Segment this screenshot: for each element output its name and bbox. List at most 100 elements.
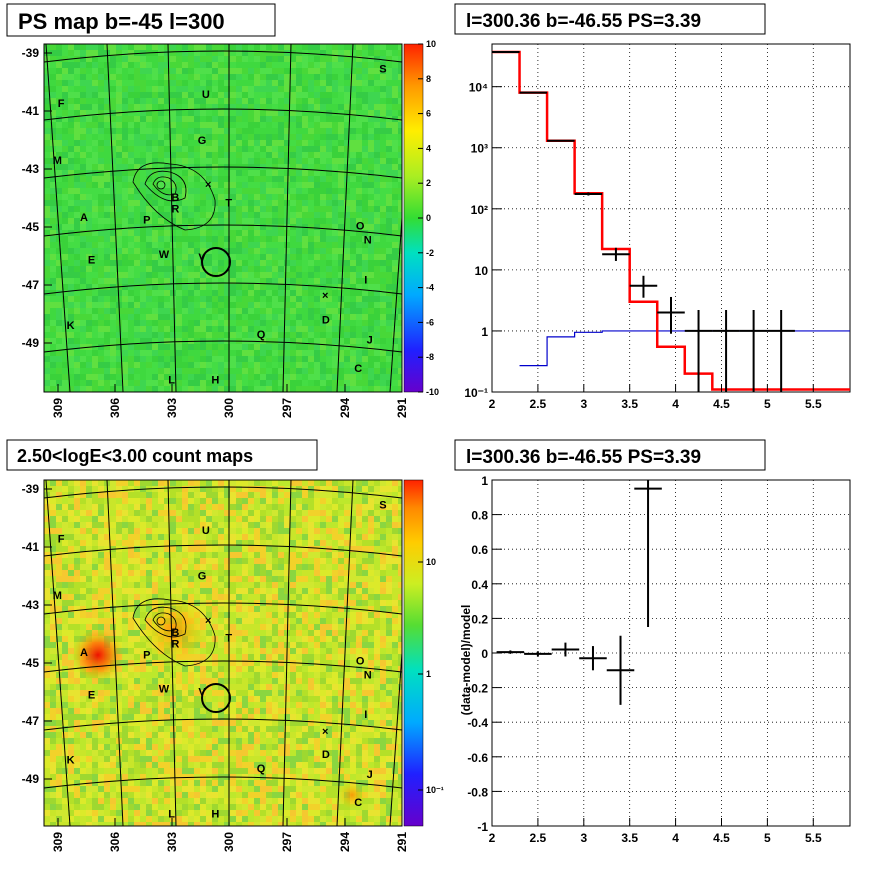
spectrum-data-point [519, 91, 548, 94]
source-label-q: Q [257, 763, 266, 775]
source-label-h: H [211, 374, 219, 386]
count-map-y-ticks: -39 -41 -43 -45 -47 -49 [22, 482, 52, 786]
x-tick-label: 291 [395, 832, 409, 852]
x-tick-label: 4 [672, 397, 679, 411]
x-tick-label: 3.5 [621, 831, 638, 845]
residual-data-point [634, 480, 662, 628]
source-label-r: R [171, 638, 179, 650]
residual-title: l=300.36 b=-46.55 PS=3.39 [466, 447, 701, 468]
source-label-l: L [168, 808, 175, 820]
y-tick-label: -0.8 [467, 785, 488, 799]
colorbar-tick-label: 10 [426, 557, 436, 567]
y-tick-label: -1 [477, 820, 488, 834]
spectrum-x-ticks: 2 2.5 3 3.5 4 4.5 5 5.5 [489, 384, 822, 411]
colorbar-tick-label: -8 [426, 352, 434, 362]
spectrum-data-point [629, 275, 658, 298]
spectrum-title-box: l=300.36 b=-46.55 PS=3.39 [454, 3, 766, 35]
source-label-r: R [171, 203, 179, 215]
residual-data-point [496, 650, 525, 654]
x-tick-label: 294 [338, 832, 352, 852]
source-label-l: L [168, 374, 175, 386]
count-map-hotspot-c [338, 781, 366, 809]
y-tick-label: 0.6 [471, 543, 488, 557]
y-tick-label: 10⁴ [469, 81, 488, 95]
source-label-a: A [80, 647, 88, 659]
y-tick-label: 0 [481, 647, 488, 661]
x-tick-label: 300 [222, 398, 236, 418]
colorbar-tick-label: 4 [426, 143, 431, 153]
ps-map-title: PS map b=-45 l=300 [18, 9, 225, 34]
spectrum-data-point [739, 310, 768, 392]
residual-data-point [551, 642, 580, 657]
ps-map-coord-grid [44, 44, 402, 392]
spectrum-data-point [712, 310, 740, 392]
x-tick-label: 2 [489, 831, 496, 845]
spectrum-data-point [657, 296, 685, 334]
ps-map-title-box: PS map b=-45 l=300 [6, 3, 276, 37]
source-label-s: S [379, 499, 386, 511]
count-map-contours [132, 598, 216, 667]
spectrum-data-point [574, 192, 603, 196]
y-tick-label: -47 [22, 714, 40, 728]
source-label-q: Q [257, 329, 266, 341]
y-tick-label: -49 [22, 336, 40, 350]
source-label-c: C [354, 797, 362, 809]
y-tick-label: -43 [22, 162, 40, 176]
spectrum-data-point [602, 247, 630, 261]
residual-plot: 2 2.5 3 3.5 4 4.5 5 5.5 1 0.8 0.6 0.4 0.2 0 -0.2 -0.4 -… [459, 474, 851, 845]
source-label-e: E [88, 255, 95, 267]
ps-map-x-ticks: 309 306 303 300 297 294 291 [51, 384, 409, 418]
y-tick-label: -39 [22, 46, 40, 60]
colorbar-tick-label: -10 [426, 387, 439, 397]
x-tick-label: 5.5 [805, 397, 822, 411]
spectrum-plot: 2 2.5 3 3.5 4 4.5 5 5.5 10⁻¹ 1 10 10² 10³ 10⁴ [464, 43, 851, 411]
x-tick-label: 5 [764, 397, 771, 411]
x-tick-label: 297 [280, 832, 294, 852]
source-label-n: N [364, 670, 372, 682]
x-tick-label: 303 [165, 398, 179, 418]
count-map-coord-grid [44, 480, 402, 826]
spectrum-data-point [547, 139, 575, 142]
colorbar-tick-label: -6 [426, 317, 434, 327]
x-tick-label: 4 [672, 831, 679, 845]
x-tick-label: 4.5 [713, 397, 730, 411]
y-tick-label: -0.6 [467, 751, 488, 765]
colorbar-tick-label: 1 [426, 669, 431, 679]
source-label-p: P [143, 650, 150, 662]
source-label-u: U [202, 89, 210, 101]
residual-data-point [606, 635, 635, 705]
y-tick-label: -49 [22, 772, 40, 786]
residual-data-points [496, 480, 662, 705]
residual-y-axis-label: (data-model)/model [459, 605, 473, 716]
y-tick-label: 10 [475, 264, 489, 278]
x-tick-label: 5 [764, 831, 771, 845]
source-label-t: T [225, 198, 232, 210]
source-label-f: F [58, 533, 65, 545]
residual-title-box: l=300.36 b=-46.55 PS=3.39 [454, 439, 766, 471]
y-tick-label: 1 [481, 325, 488, 339]
count-map-target-circle [201, 683, 231, 713]
source-label-f: F [58, 98, 65, 110]
y-tick-label: 1 [481, 474, 488, 488]
spectrum-background-model [519, 330, 850, 367]
residual-data-point [524, 651, 552, 657]
source-label-w: W [159, 249, 170, 261]
count-map-x-ticks: 309 306 303 300 297 294 291 [51, 818, 409, 852]
source-label-j: J [367, 769, 373, 781]
x-tick-label: 303 [165, 832, 179, 852]
source-label-w: W [159, 684, 170, 696]
x-tick-label: 2.5 [530, 831, 547, 845]
source-label-c: C [354, 363, 362, 375]
svg-text:×: × [205, 179, 211, 191]
ps-map-colorbar: 10 8 6 4 2 0 -2 -4 -6 -8 -10 [403, 39, 439, 397]
x-tick-label: 4.5 [713, 831, 730, 845]
ps-map-target-circle [201, 247, 231, 277]
source-label-a: A [80, 212, 88, 224]
ps-map-y-ticks: -39 -41 -43 -45 -47 -49 [22, 46, 52, 350]
colorbar-tick-label: 8 [426, 74, 431, 84]
x-tick-label: 306 [108, 398, 122, 418]
